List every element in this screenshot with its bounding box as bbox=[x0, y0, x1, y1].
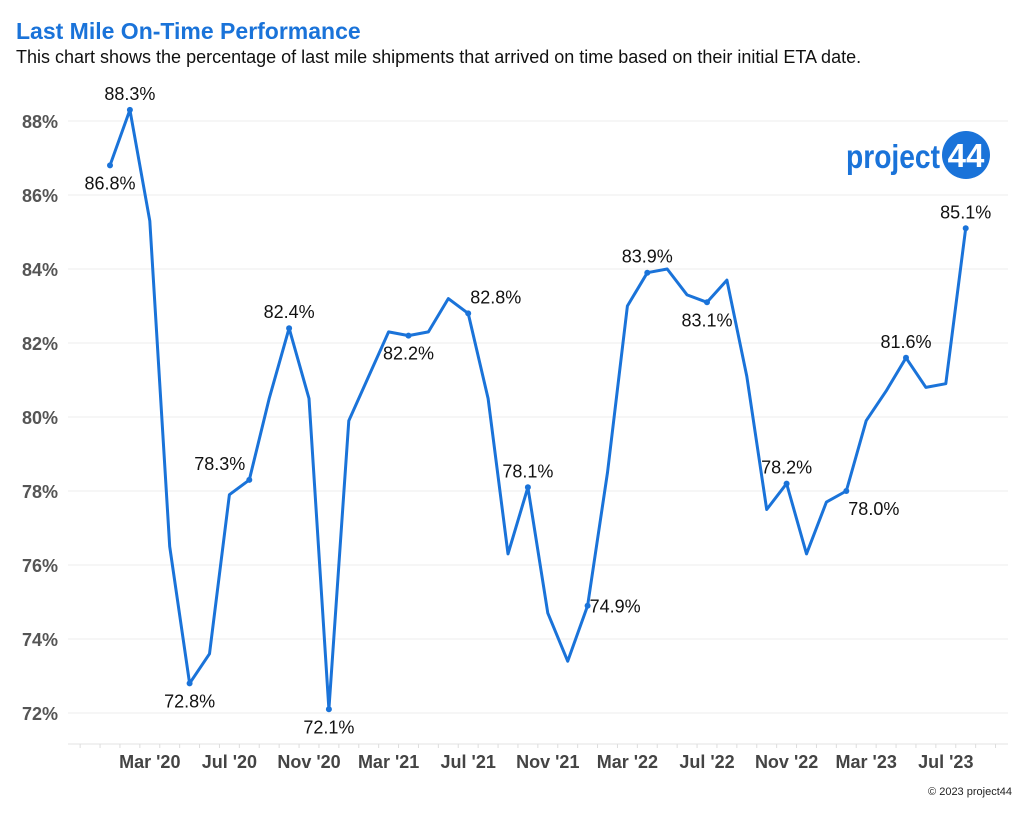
data-label: 72.1% bbox=[303, 717, 354, 737]
data-label: 74.9% bbox=[590, 597, 641, 617]
x-tick-label: Nov '22 bbox=[755, 752, 818, 772]
x-tick-label: Nov '21 bbox=[516, 752, 579, 772]
logo-wordmark: project bbox=[846, 138, 940, 175]
data-label: 88.3% bbox=[104, 84, 155, 104]
logo-circle-badge bbox=[942, 131, 990, 179]
data-label: 72.8% bbox=[164, 691, 215, 711]
data-point bbox=[186, 680, 193, 687]
data-label: 83.9% bbox=[622, 247, 673, 267]
data-point bbox=[286, 325, 293, 332]
x-tick-label: Mar '22 bbox=[597, 752, 658, 772]
project44-logo: project 44 bbox=[846, 131, 990, 179]
grid-lines bbox=[68, 120, 1008, 748]
data-label: 78.3% bbox=[194, 454, 245, 474]
data-label: 83.1% bbox=[681, 310, 732, 330]
data-label: 82.8% bbox=[470, 287, 521, 307]
x-tick-label: Jul '22 bbox=[679, 752, 734, 772]
x-tick-label: Jul '20 bbox=[202, 752, 257, 772]
chart-subtitle: This chart shows the percentage of last … bbox=[16, 47, 862, 67]
x-tick-label: Mar '20 bbox=[119, 752, 180, 772]
data-point bbox=[405, 332, 412, 339]
y-tick-label: 86% bbox=[22, 186, 58, 206]
data-point bbox=[783, 480, 790, 487]
data-label: 82.2% bbox=[383, 344, 434, 364]
y-tick-label: 82% bbox=[22, 334, 58, 354]
y-tick-label: 84% bbox=[22, 260, 58, 280]
y-tick-label: 78% bbox=[22, 482, 58, 502]
data-point bbox=[704, 299, 710, 306]
y-tick-label: 80% bbox=[22, 408, 58, 428]
data-label: 78.0% bbox=[848, 499, 899, 519]
y-tick-label: 72% bbox=[22, 704, 58, 724]
data-label: 81.6% bbox=[880, 332, 931, 352]
data-point bbox=[107, 162, 113, 169]
x-tick-label: Mar '23 bbox=[836, 752, 897, 772]
data-label: 82.4% bbox=[264, 302, 315, 322]
y-tick-label: 76% bbox=[22, 556, 58, 576]
data-point bbox=[644, 269, 651, 276]
data-point bbox=[465, 310, 472, 317]
data-point bbox=[325, 706, 332, 713]
y-tick-label: 88% bbox=[22, 112, 58, 132]
y-tick-label: 74% bbox=[22, 630, 58, 650]
data-point bbox=[126, 106, 133, 113]
data-point bbox=[962, 225, 969, 232]
data-label: 85.1% bbox=[940, 202, 991, 222]
data-points bbox=[107, 106, 969, 713]
x-tick-label: Jul '21 bbox=[441, 752, 496, 772]
copyright-notice: © 2023 project44 bbox=[928, 786, 1012, 798]
x-tick-label: Nov '20 bbox=[277, 752, 340, 772]
data-point bbox=[903, 354, 909, 361]
data-point bbox=[246, 476, 253, 483]
data-point bbox=[584, 602, 591, 609]
y-axis: 72% 74% 76% 78% 80% 82% 84% 86% 88% bbox=[22, 112, 58, 724]
chart-title: Last Mile On-Time Performance bbox=[16, 18, 361, 44]
x-axis: Mar '20 Jul '20 Nov '20 Mar '21 Jul '21 Nov '… bbox=[119, 752, 973, 772]
x-tick-label: Mar '21 bbox=[358, 752, 419, 772]
data-label: 78.1% bbox=[502, 461, 553, 481]
data-point bbox=[843, 488, 850, 494]
data-labels: 86.8% 88.3% 72.8% 78.3% 82.4% 72.1% 82.2% 82.8%… bbox=[84, 84, 991, 737]
data-label: 78.2% bbox=[761, 458, 812, 478]
logo-number: 44 bbox=[948, 137, 985, 174]
data-point bbox=[524, 484, 531, 491]
x-tick-label: Jul '23 bbox=[918, 752, 973, 772]
data-label: 86.8% bbox=[84, 173, 135, 193]
series-line bbox=[108, 108, 968, 711]
